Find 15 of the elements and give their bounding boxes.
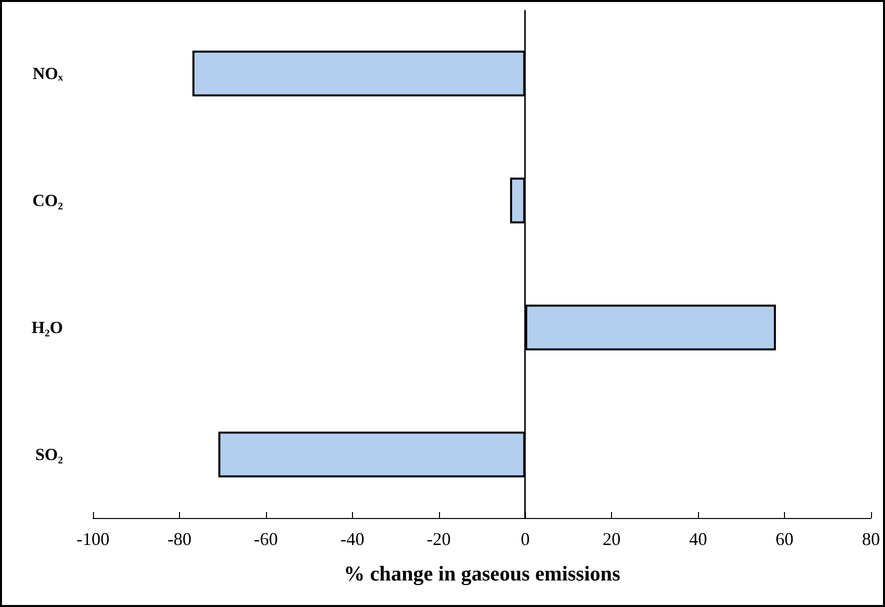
x-tick-label: -20	[426, 529, 451, 549]
x-tick-label: 40	[689, 529, 708, 549]
x-tick-label: -60	[254, 529, 278, 549]
y-tick-label: H₂O	[31, 318, 63, 337]
x-tick-label: 80	[862, 529, 880, 549]
x-axis-title: % change in gaseous emissions	[344, 562, 620, 586]
x-tick-label: -80	[167, 529, 192, 549]
y-tick-label: CO₂	[32, 191, 63, 210]
x-tick-label: -100	[76, 529, 110, 549]
x-tick-label: 60	[776, 529, 794, 549]
x-tick-label: -40	[340, 529, 364, 549]
x-tick-label: 0	[520, 529, 530, 549]
x-tick-label: 20	[602, 529, 621, 549]
y-tick-label: SO₂	[35, 445, 63, 464]
y-tick-label: NOₓ	[32, 64, 64, 83]
